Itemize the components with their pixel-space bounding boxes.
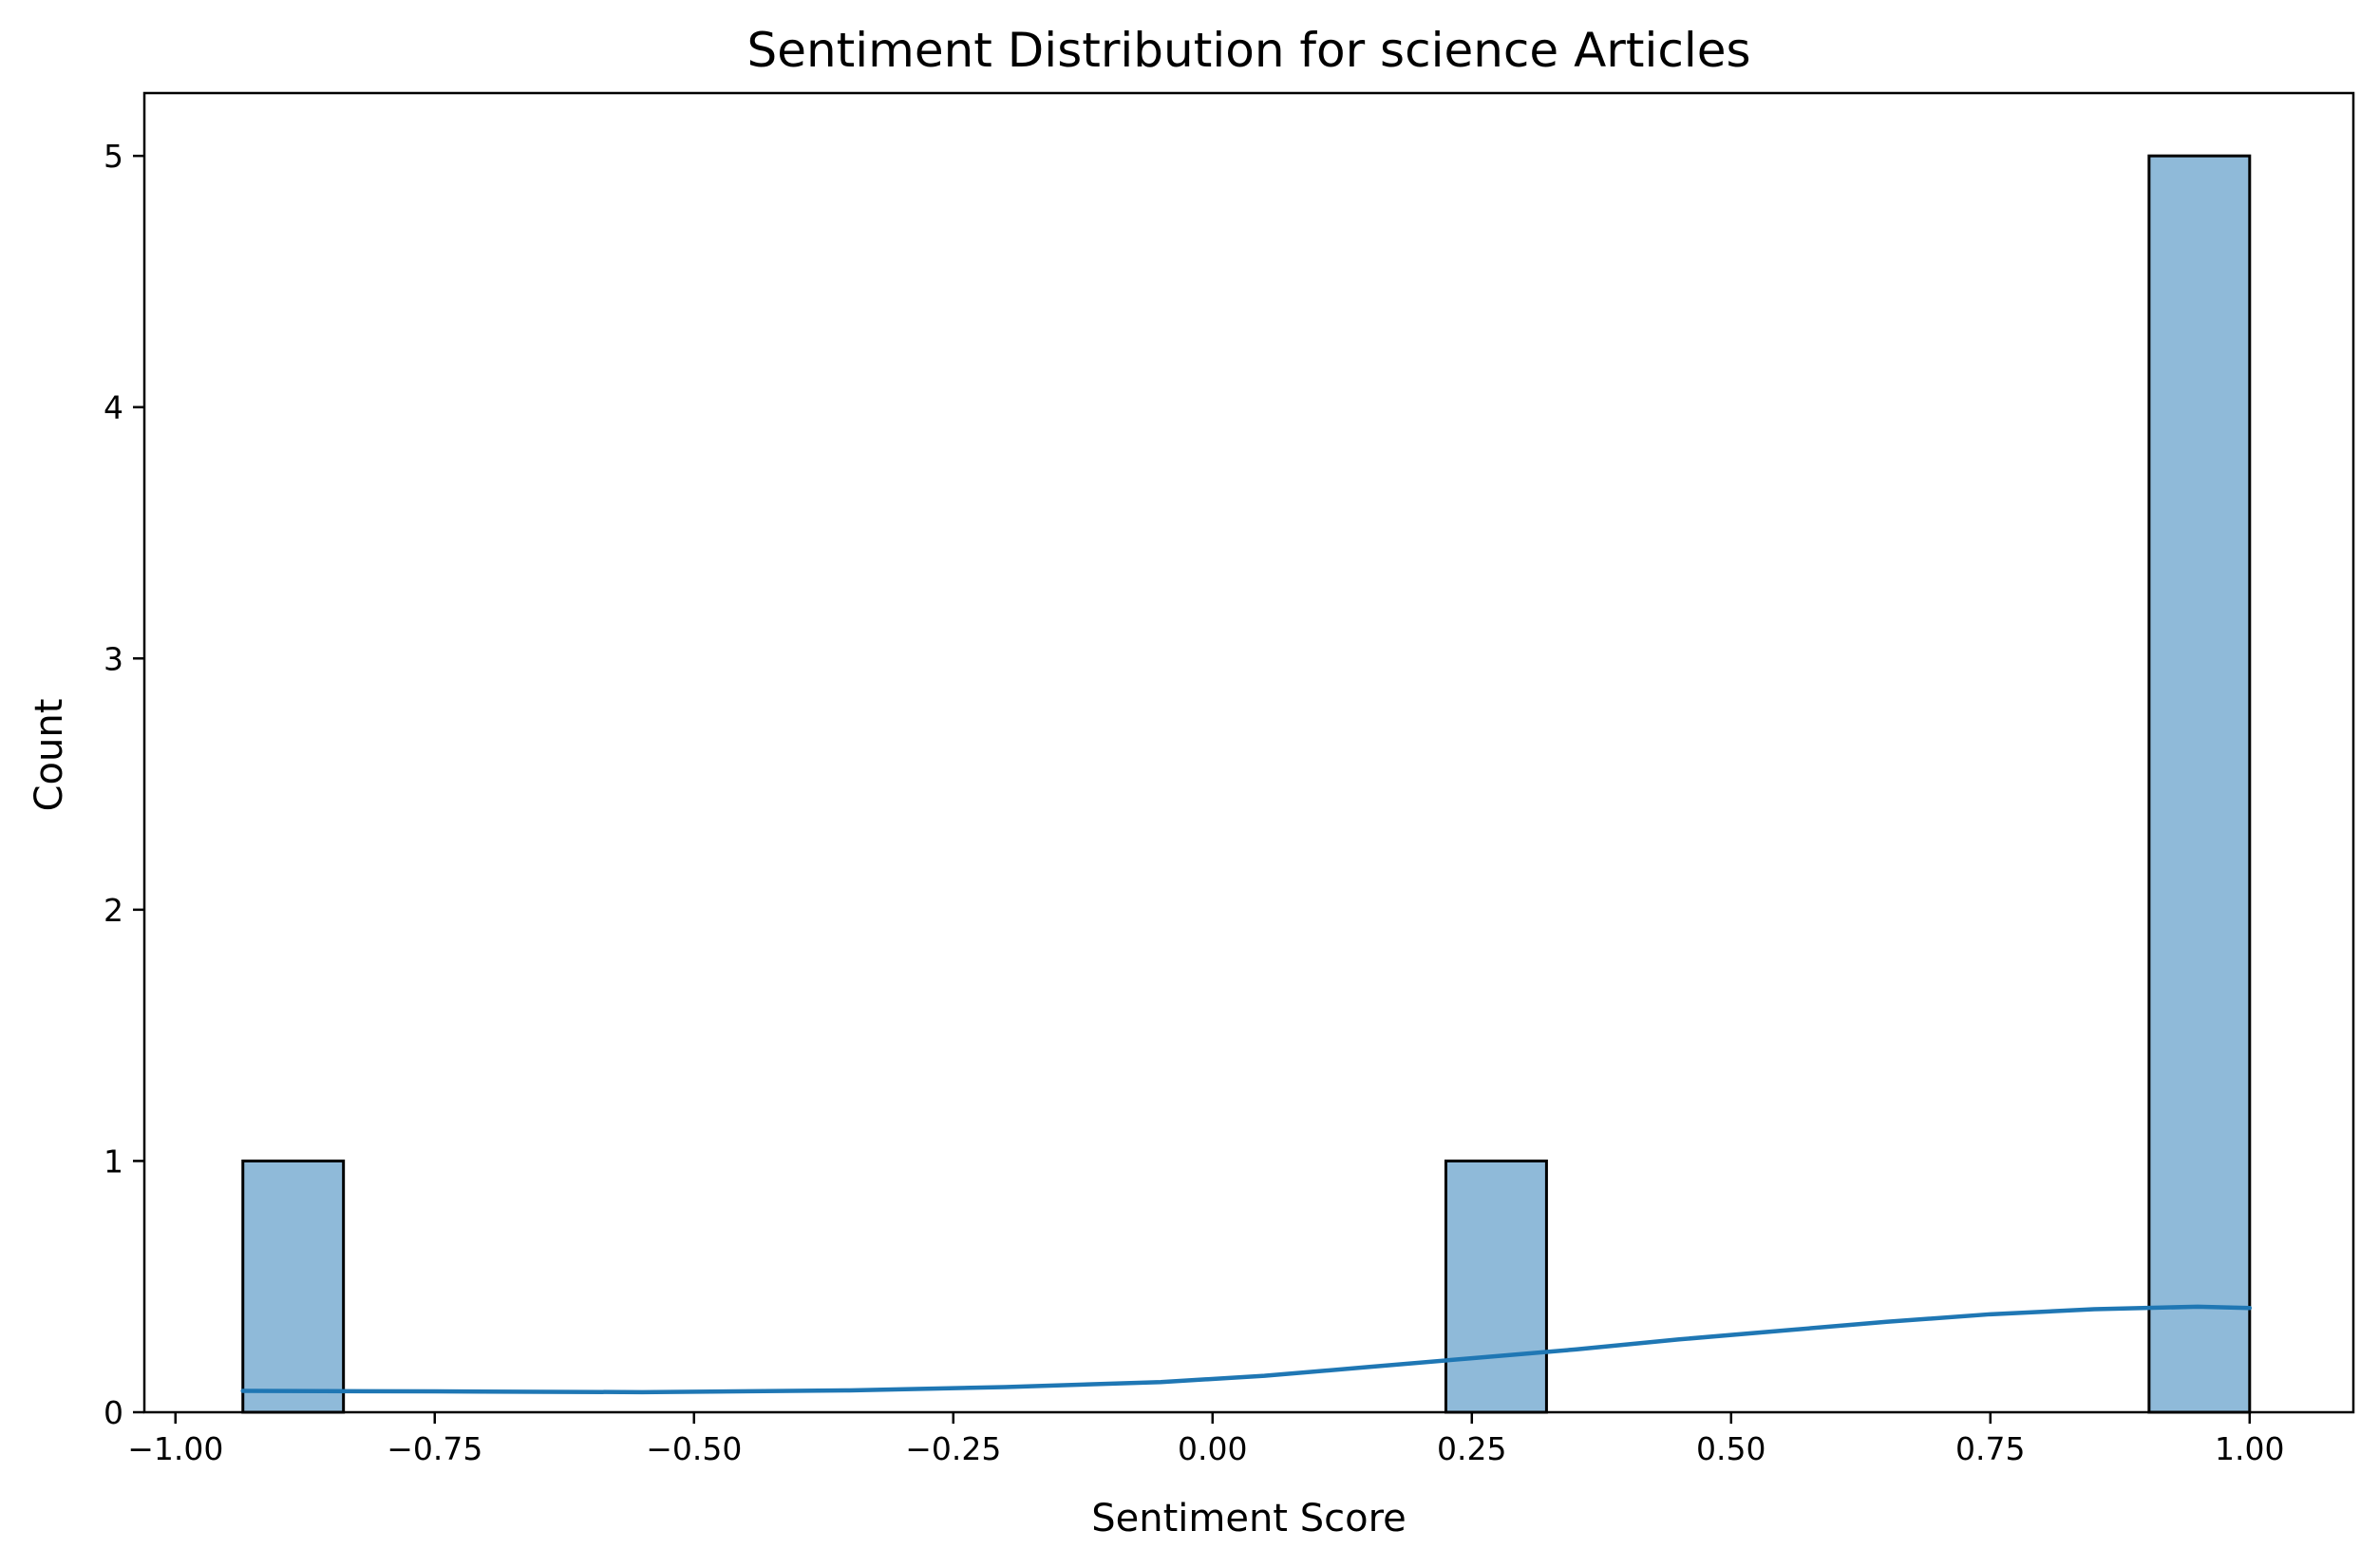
histogram-bar-2 xyxy=(1444,1159,1548,1414)
histogram-bar-3 xyxy=(2147,154,2252,1414)
y-tick-label: 3 xyxy=(104,640,123,677)
x-tick-label: 1.00 xyxy=(2215,1430,2284,1467)
plot-frame xyxy=(142,91,2355,1414)
x-tick-label: 0.25 xyxy=(1437,1430,1506,1467)
y-tick-label: 4 xyxy=(104,389,123,426)
y-axis-label: Count xyxy=(28,699,71,812)
y-tick-label: 5 xyxy=(104,138,123,175)
kde-line xyxy=(240,1304,2253,1395)
chart-title: Sentiment Distribution for science Artic… xyxy=(746,23,1750,78)
y-tick-label: 0 xyxy=(104,1394,123,1431)
x-tick-label: 0.50 xyxy=(1696,1430,1765,1467)
x-axis-label: Sentiment Score xyxy=(1091,1497,1407,1540)
x-tick-label: 0.75 xyxy=(1955,1430,2025,1467)
plot-area: −1.00 −0.75 −0.50 −0.25 0.00 0.25 0.50 0.75 1.00… xyxy=(104,91,2355,1467)
x-tick-label: −1.00 xyxy=(127,1430,223,1467)
y-tick-label: 1 xyxy=(104,1143,123,1180)
x-tick-label: 0.00 xyxy=(1178,1430,1247,1467)
x-tick-label: −0.75 xyxy=(387,1430,482,1467)
histogram-bar-1 xyxy=(241,1159,346,1414)
x-tick-label: −0.50 xyxy=(646,1430,742,1467)
x-tick-label: −0.25 xyxy=(905,1430,1001,1467)
y-tick-label: 2 xyxy=(104,892,123,929)
